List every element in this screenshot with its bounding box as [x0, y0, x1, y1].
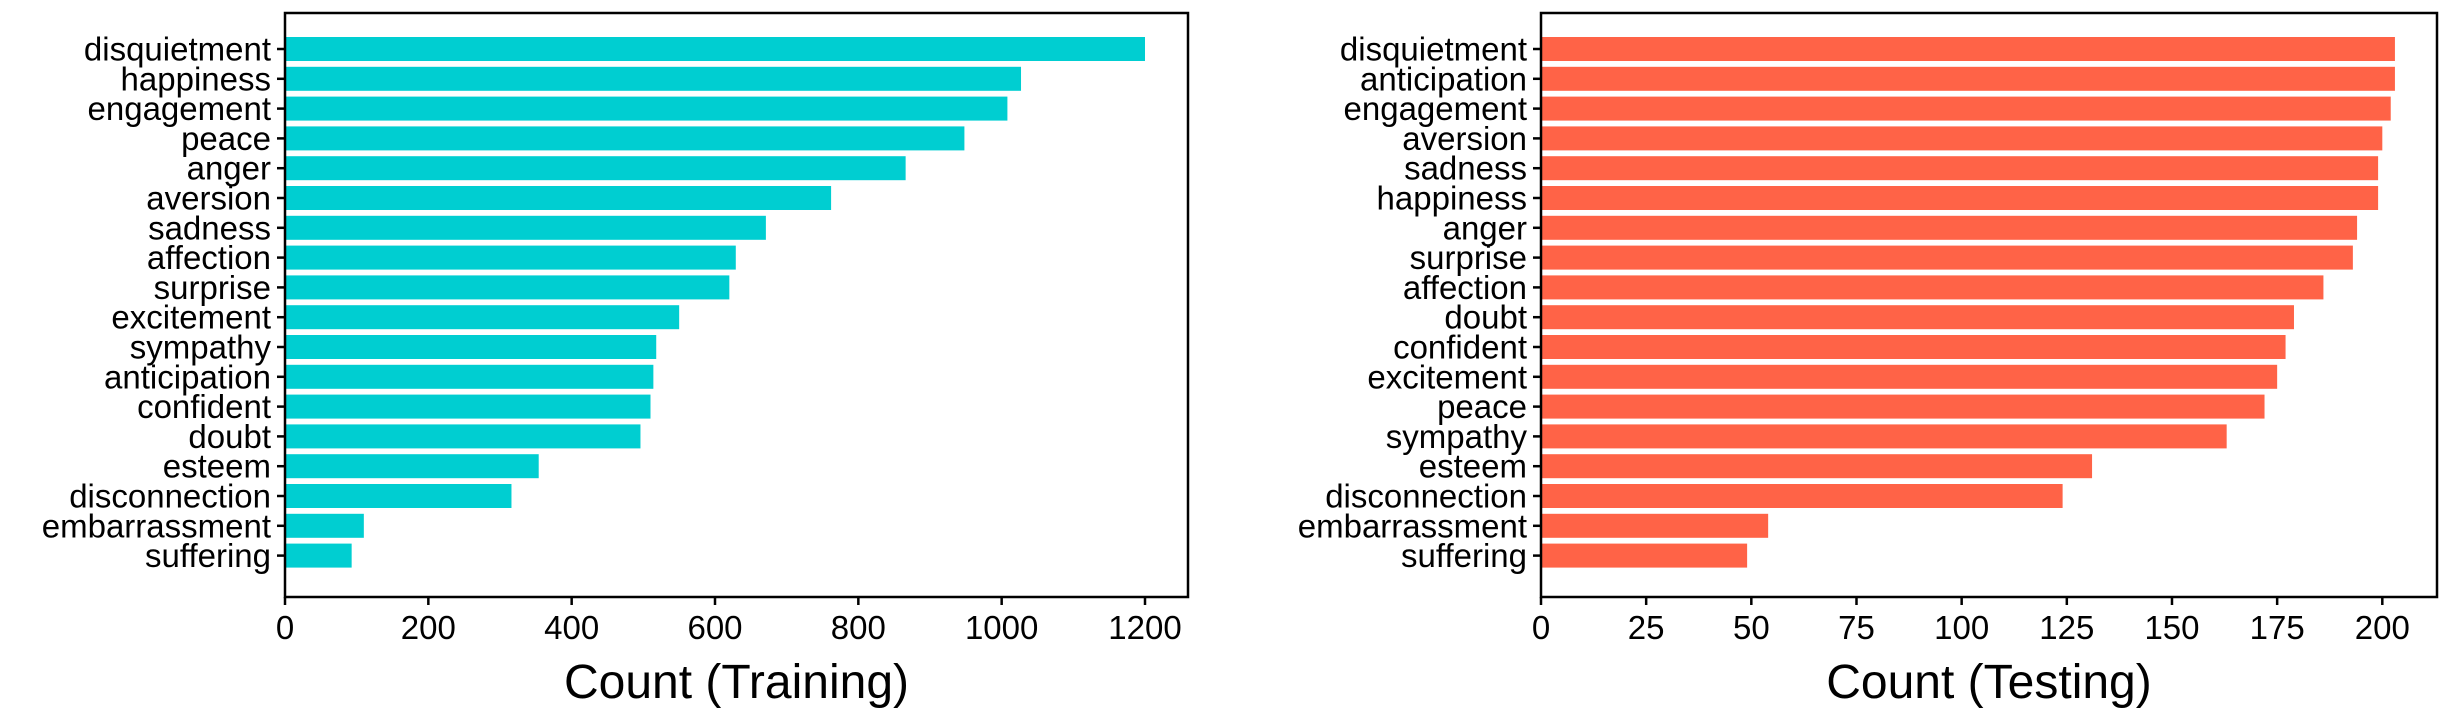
testing-xtick-label: 125	[2039, 609, 2094, 646]
testing-category-label: anticipation	[1360, 60, 1527, 97]
testing-xtick-label: 175	[2250, 609, 2305, 646]
training-category-label: embarrassment	[42, 507, 271, 544]
testing-category-label: surprise	[1410, 239, 1527, 276]
training-bar-aversion	[285, 186, 832, 210]
testing-category-label: sympathy	[1386, 418, 1528, 455]
training-plot-frame	[283, 11, 1190, 599]
testing-plot-frame	[1539, 11, 2439, 599]
training-bar-happiness	[285, 66, 1022, 91]
testing-category-label: happiness	[1377, 180, 1527, 217]
testing-bar-disconnection	[1541, 484, 2063, 508]
training-category-label: disquietment	[84, 31, 271, 68]
training-xtick-label: 400	[544, 609, 599, 646]
testing-bar-anger	[1541, 215, 2358, 240]
testing-category-label: esteem	[1419, 448, 1527, 485]
training-bar-embarrassment	[285, 513, 364, 538]
testing-bar-anticipation	[1541, 66, 2395, 91]
testing-xtick-label: 25	[1628, 609, 1665, 646]
testing-xtick-label: 100	[1934, 609, 1989, 646]
training-bar-engagement	[285, 96, 1008, 121]
testing-bar-esteem	[1541, 454, 2093, 479]
testing-xtick-label: 50	[1733, 609, 1770, 646]
training-bar-suffering	[285, 543, 352, 568]
training-category-label: esteem	[163, 448, 271, 485]
testing-category-label: peace	[1437, 388, 1527, 425]
testing-category-label: disquietment	[1340, 31, 1527, 68]
training-category-label: happiness	[121, 60, 271, 97]
testing-category-label: sadness	[1404, 150, 1527, 187]
testing-xtick-label: 150	[2144, 609, 2199, 646]
testing-category-label: excitement	[1367, 358, 1527, 395]
training-bar-sadness	[285, 215, 766, 240]
testing-xtick-label: 0	[1532, 609, 1550, 646]
training-bar-peace	[285, 126, 965, 151]
testing-bar-aversion	[1541, 126, 2383, 151]
training-category-label: anticipation	[104, 358, 271, 395]
training-bar-sympathy	[285, 335, 657, 359]
training-xtick-label: 800	[831, 609, 886, 646]
training-bar-confident	[285, 394, 651, 419]
testing-bar-sadness	[1541, 156, 2379, 181]
testing-bar-excitement	[1541, 364, 2278, 389]
testing-category-label: affection	[1403, 269, 1527, 306]
training-category-label: disconnection	[69, 478, 271, 515]
training-category-label: peace	[181, 120, 271, 157]
training-category-label: anger	[187, 150, 271, 187]
testing-xtick-label: 200	[2355, 609, 2410, 646]
testing-bar-engagement	[1541, 96, 2391, 121]
training-category-label: confident	[137, 388, 271, 425]
training-category-label: surprise	[154, 269, 271, 306]
training-xtick-label: 0	[276, 609, 294, 646]
training-count-chart: disquietmenthappinessengagementpeaceange…	[42, 11, 1190, 709]
testing-category-label: suffering	[1401, 537, 1527, 574]
testing-bar-suffering	[1541, 543, 1748, 568]
training-bar-doubt	[285, 424, 641, 449]
testing-category-label: confident	[1393, 329, 1527, 366]
testing-xaxis-title: Count (Testing)	[1826, 656, 2151, 709]
testing-bar-happiness	[1541, 186, 2379, 210]
training-xtick-label: 600	[687, 609, 742, 646]
training-bar-anger	[285, 156, 906, 181]
training-bar-surprise	[285, 275, 730, 300]
training-category-label: aversion	[146, 180, 271, 217]
training-bar-affection	[285, 245, 736, 270]
testing-bar-sympathy	[1541, 424, 2227, 449]
training-bar-anticipation	[285, 364, 654, 389]
training-bar-excitement	[285, 305, 680, 330]
testing-category-label: anger	[1443, 209, 1527, 246]
testing-category-label: doubt	[1444, 299, 1527, 336]
testing-xtick-label: 75	[1838, 609, 1875, 646]
training-bar-disconnection	[285, 484, 512, 508]
testing-bar-doubt	[1541, 305, 2294, 330]
training-xtick-label: 200	[401, 609, 456, 646]
testing-bar-peace	[1541, 394, 2265, 419]
training-bar-esteem	[285, 454, 539, 479]
training-category-label: sympathy	[130, 329, 272, 366]
training-category-label: excitement	[111, 299, 271, 336]
training-bar-disquietment	[285, 37, 1145, 61]
testing-bar-affection	[1541, 275, 2324, 300]
testing-category-label: aversion	[1402, 120, 1527, 157]
testing-bar-disquietment	[1541, 37, 2395, 61]
training-category-label: doubt	[188, 418, 271, 455]
training-category-label: affection	[147, 239, 271, 276]
testing-count-chart: disquietmentanticipationengagementaversi…	[1298, 11, 2439, 709]
training-xaxis-title: Count (Training)	[564, 656, 909, 709]
training-xtick-label: 1200	[1108, 609, 1181, 646]
training-category-label: engagement	[88, 90, 271, 127]
testing-category-label: embarrassment	[1298, 507, 1527, 544]
testing-category-label: disconnection	[1325, 478, 1527, 515]
testing-bar-surprise	[1541, 245, 2353, 270]
training-category-label: sadness	[148, 209, 271, 246]
testing-bar-embarrassment	[1541, 513, 1769, 538]
training-category-label: suffering	[145, 537, 271, 574]
training-xtick-label: 1000	[965, 609, 1038, 646]
testing-bar-confident	[1541, 335, 2286, 359]
testing-category-label: engagement	[1344, 90, 1527, 127]
